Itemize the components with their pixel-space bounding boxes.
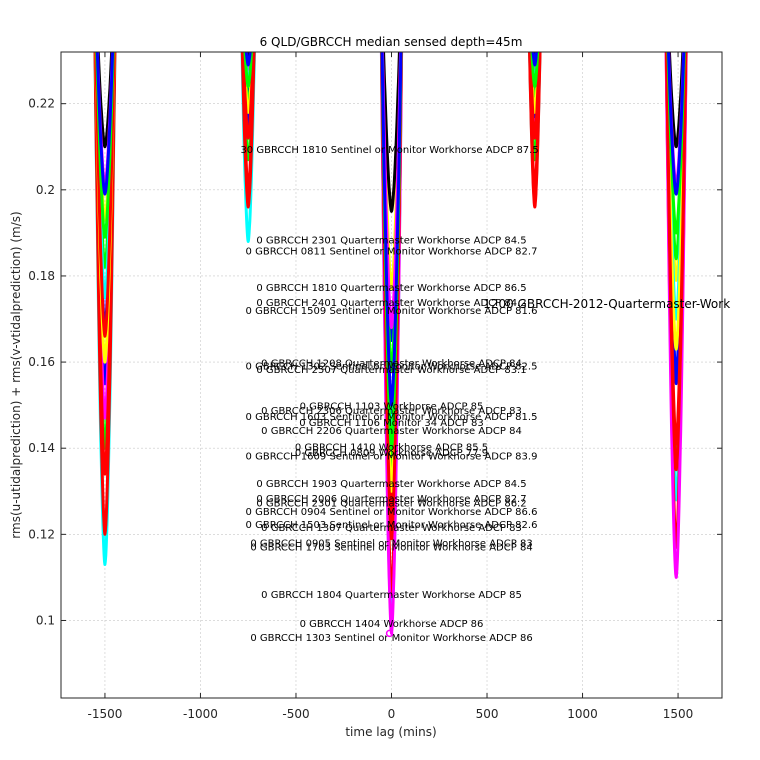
y-tick-label: 0.16 — [28, 355, 55, 369]
x-axis-ticks: -1500 -1000 -500 0 500 1000 1500 — [88, 52, 694, 721]
series-curve — [241, 52, 256, 192]
curve-annotation: 0 GBRCCH 1609 Sentinel or Monitor Workho… — [246, 451, 538, 462]
curve-annotation: 30 GBRCCH 1810 Sentinel or Monitor Workh… — [240, 145, 538, 156]
y-tick-label: 0.14 — [28, 441, 55, 455]
curve-annotation: 0 GBRCCH 2306 Quartermaster Workhorse AD… — [261, 406, 522, 417]
curve-annotation: 0 GBRCCH 1106 Monitor 34 ADCP 83 — [299, 418, 483, 429]
y-axis-ticks: 0.1 0.12 0.14 0.16 0.18 0.2 0.22 — [28, 97, 722, 627]
series-curve — [244, 52, 253, 71]
x-tick-label: -1000 — [183, 707, 218, 721]
series-curve — [665, 52, 688, 446]
series-curve — [242, 52, 254, 114]
y-tick-label: 0.2 — [36, 183, 55, 197]
curve-annotation: 0 GBRCCH 2206 Quartermaster Workhorse AD… — [261, 426, 522, 437]
y-tick-label: 0.12 — [28, 527, 55, 541]
curve-annotation: 0 GBRCCH 1103 Workhorse ADCP 85 — [300, 401, 484, 412]
series-curve — [96, 52, 114, 149]
y-axis-label: rms(u-utidalprediction) + rms(v-vtidalpr… — [9, 211, 23, 538]
curve-annotation: 0 GBRCCH 2301 Quartermaster Workhorse AD… — [256, 498, 526, 509]
x-tick-label: -500 — [282, 707, 309, 721]
curve-annotation: 0 GBRCCH 0905 Sentinel or Monitor Workho… — [250, 538, 532, 549]
curve-annotation: 0 GBRCCH 1410 Workhorse ADCP 85.5 — [295, 442, 488, 453]
curve-annotation: 0 GBRCCH 1303 Sentinel or Monitor Workho… — [250, 633, 532, 644]
y-tick-label: 0.1 — [36, 613, 55, 627]
x-tick-label: 0 — [388, 707, 396, 721]
curves — [93, 52, 688, 635]
minimum-marker — [385, 629, 394, 638]
curve-annotation: 0 GBRCCH 1503 Sentinel or Monitor Workho… — [246, 520, 538, 531]
curve-annotation: 0 GBRCCH 1804 Quartermaster Workhorse AD… — [261, 590, 522, 601]
curve-annotation: 0 GBRCCH 0809 Workhorse ADCP 77.9 — [295, 448, 488, 459]
chart-title: 6 QLD/GBRCCH median sensed depth=45m — [260, 35, 523, 49]
y-tick-label: 0.18 — [28, 269, 55, 283]
x-tick-label: 1000 — [567, 707, 598, 721]
curve-annotation: 0 GBRCCH 1509 Sentinel or Monitor Workho… — [246, 306, 538, 317]
series-curve — [380, 52, 403, 407]
curve-annotation: 0 GBRCCH 1603 Sentinel or Monitor Workho… — [246, 412, 538, 423]
curve-annotation: 0 GBRCCH 0811 Sentinel or Monitor Workho… — [246, 246, 538, 257]
curve-annotation: 0 GBRCCH 2006 Quartermaster Workhorse AD… — [256, 494, 526, 505]
series-curve — [530, 52, 540, 88]
curve-annotation: 0 GBRCCH 2401 Quartermaster Workhorse AD… — [256, 298, 526, 309]
y-tick-label: 0.22 — [28, 97, 55, 111]
series-curve — [243, 52, 253, 88]
curve-annotation: 1200 GBRCCH-2012-Quartermaster-Work — [483, 297, 730, 311]
series-curve — [241, 52, 255, 162]
curve-annotation: 0 GBRCCH 1302 Sentinel or Monitor Workho… — [246, 361, 538, 372]
curve-annotation: 0 GBRCCH 2507 Quartermaster Workhorse AD… — [256, 365, 526, 376]
series-curve — [531, 52, 538, 67]
series-curve — [528, 52, 541, 162]
curve-annotation: 0 GBRCCH 1307 Quartermaster Workhorse AD… — [261, 523, 522, 534]
series-curve — [528, 52, 541, 140]
x-tick-label: 1500 — [663, 707, 694, 721]
curve-annotation: 0 GBRCCH 1208 Quartermaster Workhorse AD… — [261, 358, 522, 369]
curve-annotation: 0 GBRCCH 1703 Sentinel or Monitor Workho… — [250, 543, 532, 554]
x-tick-label: -1500 — [88, 707, 123, 721]
curve-annotation: 0 GBRCCH 1810 Quartermaster Workhorse AD… — [256, 283, 526, 294]
series-curve — [529, 52, 541, 119]
curve-annotation: 0 GBRCCH 1903 Quartermaster Workhorse AD… — [256, 479, 526, 490]
series-curve — [529, 52, 541, 114]
series-curve — [528, 52, 542, 192]
curve-annotation: 0 GBRCCH 0904 Sentinel or Monitor Workho… — [246, 507, 538, 518]
curve-annotation: 0 GBRCCH 1404 Workhorse ADCP 86 — [300, 619, 484, 630]
annotations: 30 GBRCCH 1810 Sentinel or Monitor Workh… — [240, 145, 730, 644]
series-curve — [531, 52, 539, 71]
x-tick-label: 500 — [476, 707, 499, 721]
series-curve — [244, 52, 252, 67]
curve-annotation: 0 GBRCCH 2301 Quartermaster Workhorse AD… — [256, 236, 526, 247]
series-curve — [667, 52, 685, 149]
x-axis-label: time lag (mins) — [345, 725, 436, 739]
series-curve — [241, 52, 255, 140]
